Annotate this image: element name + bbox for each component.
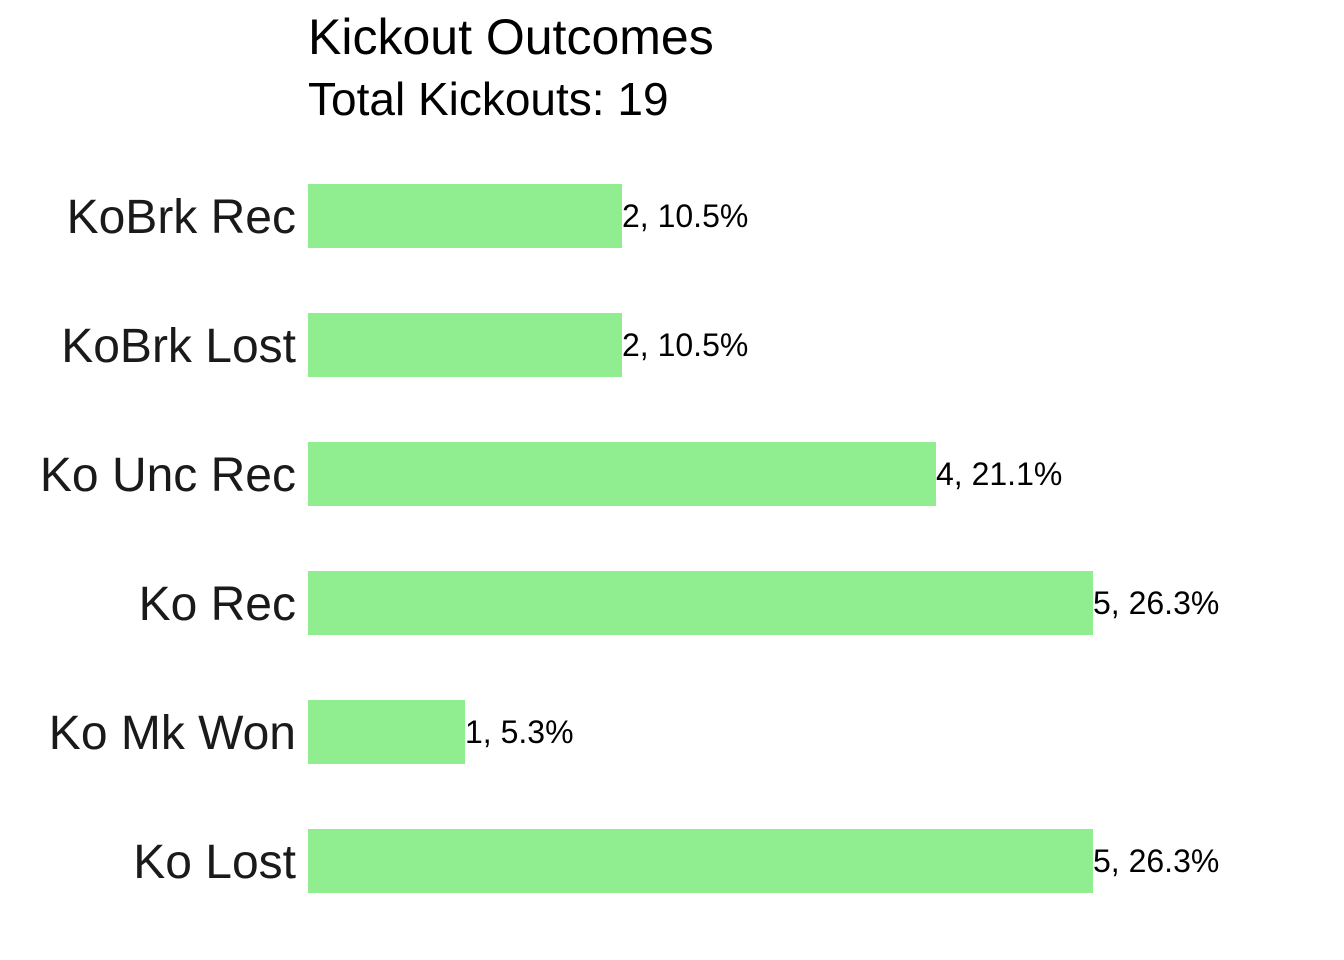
data-label: 5, 26.3% (1093, 585, 1219, 621)
category-label: KoBrk Rec (67, 191, 296, 244)
bar-ko-unc-rec (308, 442, 936, 506)
category-label: KoBrk Lost (61, 320, 296, 373)
data-label: 5, 26.3% (1093, 843, 1219, 879)
data-label: 2, 10.5% (622, 198, 748, 234)
data-label: 2, 10.5% (622, 327, 748, 363)
category-label: Ko Lost (133, 836, 296, 889)
bars-layer (308, 184, 1093, 893)
chart-title: Kickout Outcomes (308, 9, 714, 65)
bar-ko-rec (308, 571, 1093, 635)
chart-subtitle: Total Kickouts: 19 (308, 73, 669, 125)
category-label: Ko Mk Won (49, 707, 296, 760)
category-label: Ko Rec (139, 578, 296, 631)
category-label: Ko Unc Rec (40, 449, 296, 502)
bar-kobrk-rec (308, 184, 622, 248)
bar-ko-mk-won (308, 700, 465, 764)
data-label: 1, 5.3% (465, 714, 574, 750)
bar-ko-lost (308, 829, 1093, 893)
data-label: 4, 21.1% (936, 456, 1062, 492)
bar-kobrk-lost (308, 313, 622, 377)
labels-layer: KoBrk Rec 2, 10.5% KoBrk Lost 2, 10.5% Ko Un… (40, 191, 1219, 889)
